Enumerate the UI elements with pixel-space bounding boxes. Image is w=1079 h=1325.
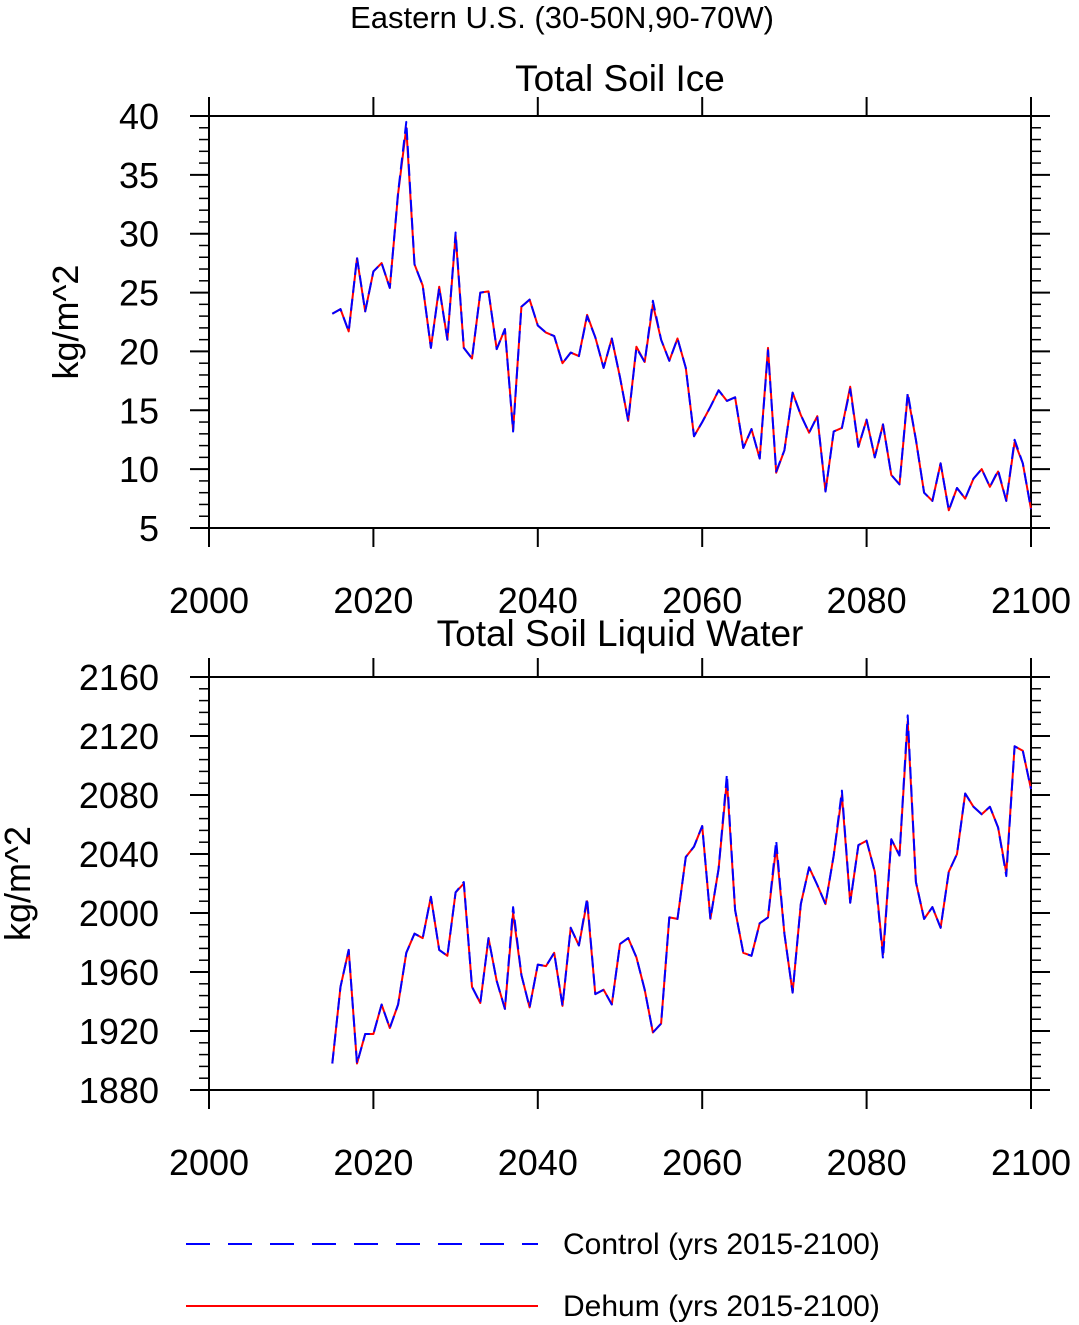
x-tick-label: 2020 <box>333 1142 413 1183</box>
series-line-dehum <box>331 126 1032 512</box>
legend-label-control: Control (yrs 2015-2100) <box>563 1228 880 1261</box>
y-tick-label: 2120 <box>79 716 159 757</box>
panel-total-soil-ice: Total Soil Ice 2000 2020 2040 2060 2080 21005… <box>45 58 1071 621</box>
panel-title: Total Soil Liquid Water <box>437 613 804 654</box>
y-tick-label: 35 <box>119 155 159 196</box>
x-tick-label: 2060 <box>662 1142 742 1183</box>
x-tick-label: 2000 <box>169 580 249 621</box>
x-tick-label: 2040 <box>498 1142 578 1183</box>
y-axis-label: kg/m^2 <box>0 826 38 941</box>
series-line-control <box>331 120 1032 512</box>
x-tick-label: 2000 <box>169 1142 249 1183</box>
plot-frame <box>208 115 1032 529</box>
y-tick-label: 10 <box>119 449 159 490</box>
y-tick-label: 15 <box>119 390 159 431</box>
series-line-control <box>331 714 1032 1065</box>
y-tick-label: 2000 <box>79 893 159 934</box>
y-tick-label: 20 <box>119 331 159 372</box>
y-tick-label: 2040 <box>79 834 159 875</box>
legend: Control (yrs 2015-2100) Dehum (yrs 2015-… <box>186 1228 880 1323</box>
y-tick-label: 1880 <box>79 1070 159 1111</box>
y-tick-label: 1960 <box>79 952 159 993</box>
y-tick-label: 2080 <box>79 775 159 816</box>
legend-label-dehum: Dehum (yrs 2015-2100) <box>563 1290 880 1323</box>
x-tick-label: 2020 <box>333 580 413 621</box>
x-tick-label: 2100 <box>991 1142 1071 1183</box>
y-tick-label: 2160 <box>79 657 159 698</box>
x-tick-label: 2060 <box>662 580 742 621</box>
x-tick-label: 2040 <box>498 580 578 621</box>
x-tick-label: 2080 <box>827 1142 907 1183</box>
y-tick-label: 1920 <box>79 1011 159 1052</box>
y-tick-label: 5 <box>139 508 159 549</box>
x-tick-label: 2100 <box>991 580 1071 621</box>
panel-total-soil-liquid-water: Total Soil Liquid Water 2000 2020 2040 2060… <box>0 613 1071 1183</box>
y-tick-label: 30 <box>119 214 159 255</box>
y-axis-label: kg/m^2 <box>45 265 86 380</box>
y-tick-label: 40 <box>119 96 159 137</box>
panel-title: Total Soil Ice <box>515 58 725 99</box>
figure-suptitle: Eastern U.S. (30-50N,90-70W) <box>350 0 774 35</box>
y-tick-label: 25 <box>119 273 159 314</box>
x-tick-label: 2080 <box>827 580 907 621</box>
plot-frame <box>208 676 1032 1091</box>
